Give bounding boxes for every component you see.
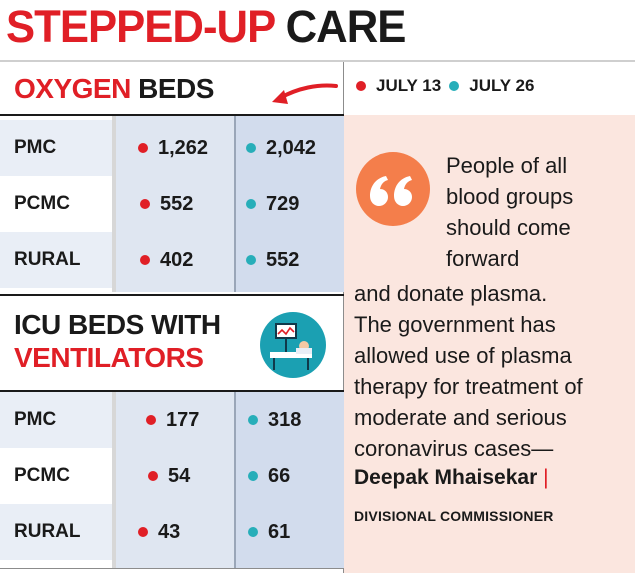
table-row-values: 43 61 (0, 504, 344, 560)
oxygen-beds-heading: OXYGEN BEDS (14, 74, 214, 104)
title-divider (0, 60, 635, 62)
icu-heading-line-2: VENTILATORS (14, 342, 204, 373)
value-july26: 318 (248, 409, 301, 432)
column-separator (234, 116, 236, 292)
quote-attribution-name: Deepak Mhaisekar | (354, 466, 549, 489)
section-divider (0, 294, 344, 296)
row-label: PMC (14, 137, 57, 158)
teal-dot-icon (248, 527, 258, 537)
july13-column-bg (116, 116, 234, 292)
row-label: PMC (14, 409, 57, 430)
table-row-values: 1,262 2,042 (0, 120, 344, 176)
red-dot-icon (138, 143, 148, 153)
arrow-left-icon (272, 83, 338, 104)
red-dot-icon (146, 415, 156, 425)
red-dot-icon (140, 199, 150, 209)
quote-line: therapy for treatment of (354, 374, 583, 399)
quote-line: coronavirus cases— (354, 436, 554, 461)
column-separator (112, 392, 116, 568)
quote-marks-icon (356, 152, 430, 226)
teal-dot-icon (246, 199, 256, 209)
oxygen-heading-dark: BEDS (138, 73, 214, 104)
column-separator (234, 392, 236, 568)
teal-dot-icon (248, 415, 258, 425)
teal-dot-icon (449, 81, 460, 91)
red-dot-icon (356, 81, 366, 91)
table-top-rule (0, 114, 344, 116)
quote-line: allowed use of plasma (354, 343, 572, 368)
value-july13: 54 (148, 465, 190, 488)
value-july13: 1,262 (138, 137, 208, 160)
value-july13: 552 (140, 193, 193, 216)
teal-dot-icon (248, 471, 258, 481)
table-row: RURAL (0, 504, 112, 560)
row-label: PCMC (14, 465, 70, 486)
quote-line: and donate plasma. (354, 281, 548, 306)
value-july26: 729 (246, 193, 299, 216)
red-dot-icon (148, 471, 158, 481)
quote-line: blood groups (446, 184, 574, 209)
table-row: PMC (0, 392, 112, 448)
oxygen-heading-red: OXYGEN (14, 73, 131, 104)
value-july26: 552 (246, 249, 299, 272)
table-row: PCMC 552 729 (0, 176, 344, 232)
quote-attribution-role: DIVISIONAL COMMISSIONER (354, 508, 554, 524)
row-label: RURAL (14, 521, 81, 542)
table-row: PMC (0, 120, 112, 176)
table-row: PCMC 54 66 (0, 448, 344, 504)
value-july26: 2,042 (246, 137, 316, 160)
quote-line: forward (446, 246, 520, 271)
quote-line: should come (446, 215, 571, 240)
row-label: RURAL (14, 249, 81, 270)
tables-panel (0, 62, 344, 573)
table-row-values: 177 318 (0, 392, 344, 448)
value-july13: 402 (140, 249, 193, 272)
red-dot-icon (140, 255, 150, 265)
name-separator: | (543, 466, 549, 489)
value-july26: 66 (248, 465, 290, 488)
value-july13: 43 (138, 521, 180, 544)
table-top-rule (0, 390, 344, 392)
title-part-2: CARE (285, 1, 407, 52)
legend: JULY 13 JULY 26 (356, 76, 542, 96)
quote-line: The government has (354, 312, 556, 337)
title-part-1: STEPPED-UP (6, 1, 275, 52)
red-dot-icon (138, 527, 148, 537)
legend-item-july26: JULY 26 (449, 76, 534, 96)
value-july26: 61 (248, 521, 290, 544)
column-separator (112, 116, 116, 292)
quote-line: People of all (446, 153, 568, 178)
teal-dot-icon (246, 143, 256, 153)
july13-column-bg (116, 392, 234, 568)
table-row: RURAL (0, 232, 112, 288)
row-label: PCMC (14, 193, 70, 214)
table-bottom-rule (0, 568, 344, 569)
quote-line: moderate and serious (354, 405, 567, 430)
page-title: STEPPED-UP CARE (6, 1, 407, 52)
legend-item-july13: JULY 13 (356, 76, 441, 96)
table-row-values: 402 552 (0, 232, 344, 288)
teal-dot-icon (246, 255, 256, 265)
ventilator-icon (260, 312, 326, 378)
icu-heading-line-1: ICU BEDS WITH (14, 309, 221, 340)
legend-label: JULY 26 (469, 76, 535, 95)
value-july13: 177 (146, 409, 199, 432)
legend-label: JULY 13 (376, 76, 442, 95)
